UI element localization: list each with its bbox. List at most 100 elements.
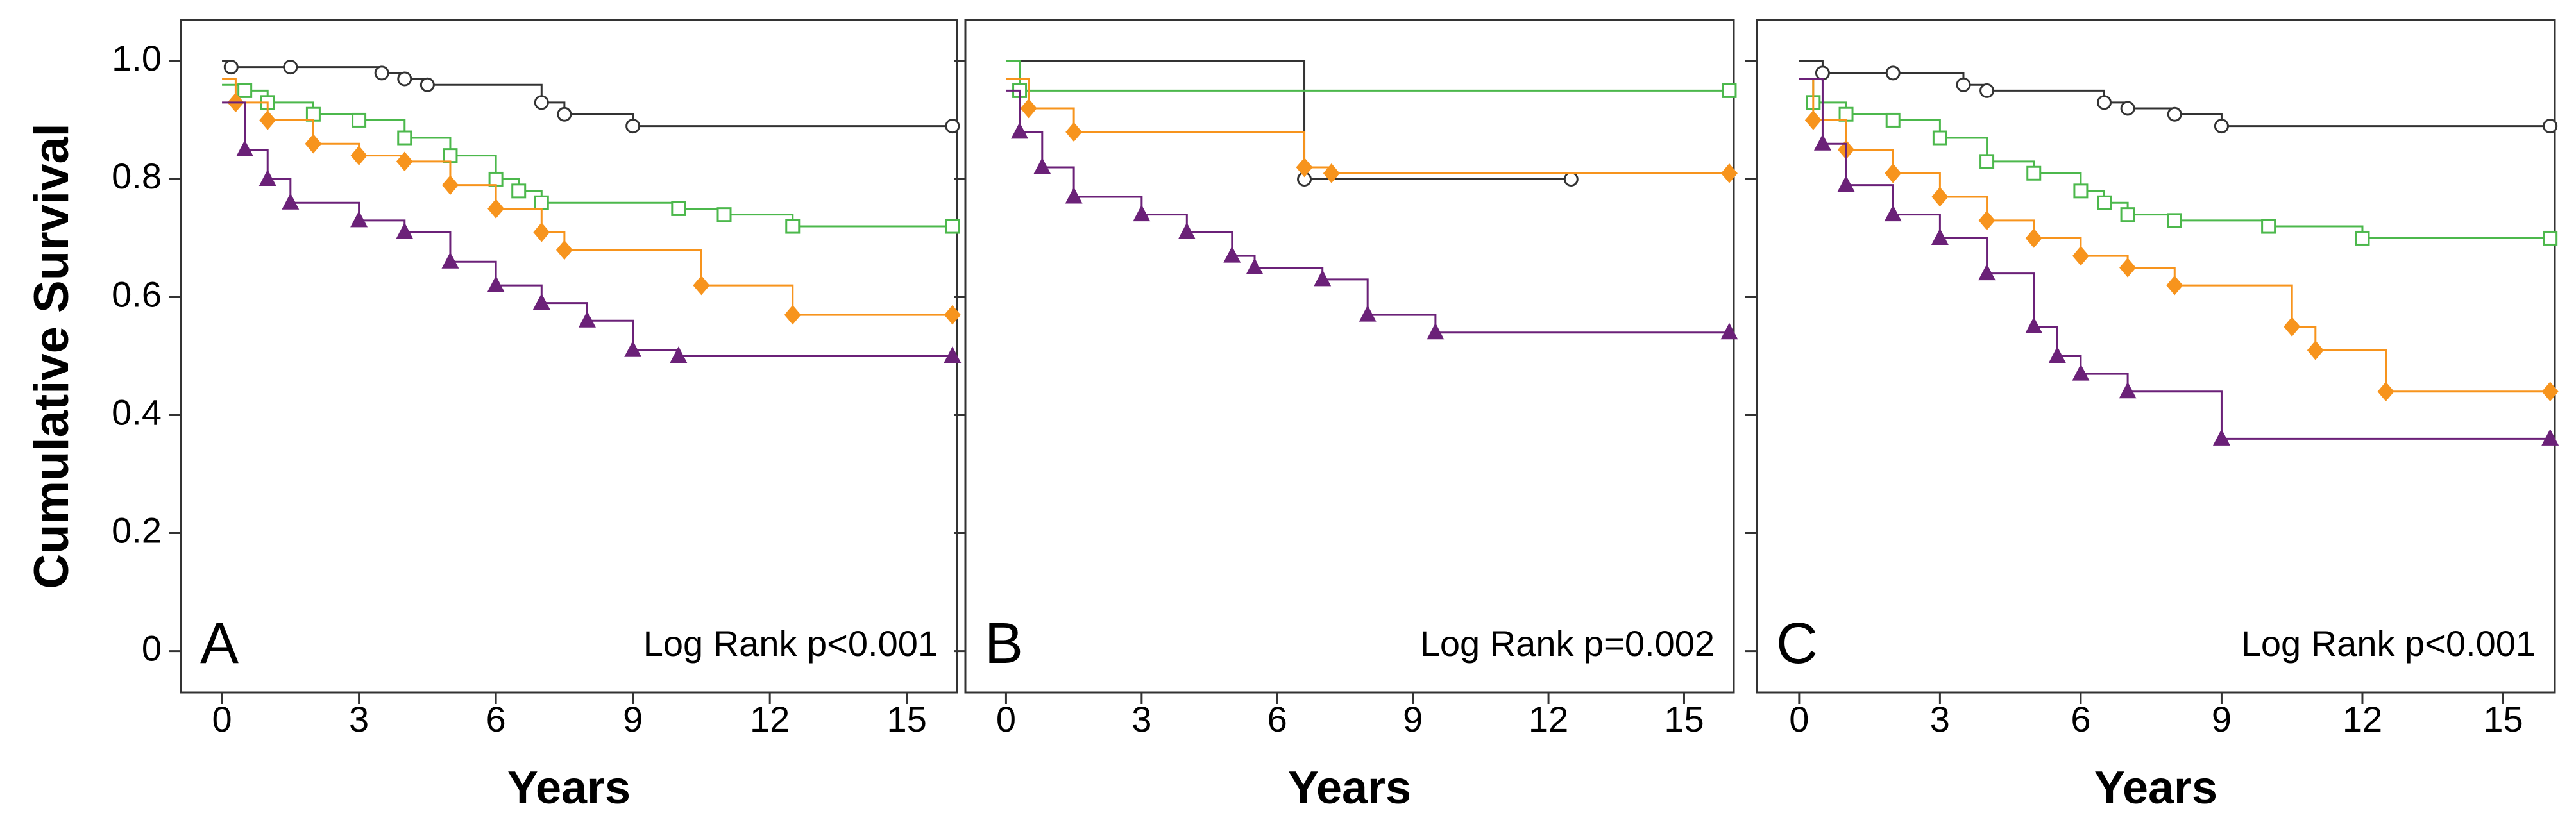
survival-curve bbox=[1799, 60, 2550, 128]
censor-marker bbox=[1323, 163, 1340, 183]
censor-marker bbox=[625, 119, 641, 134]
x-tick-label: 3 bbox=[1131, 699, 1151, 739]
x-tick-label: 0 bbox=[212, 699, 232, 739]
censor-marker bbox=[2355, 230, 2370, 246]
survival-curve bbox=[1006, 78, 1729, 174]
censor-marker bbox=[1065, 187, 1083, 204]
x-tick-label: 12 bbox=[1529, 699, 1568, 739]
survival-curve bbox=[1799, 78, 2550, 239]
censor-marker bbox=[2541, 381, 2559, 402]
panel-label: B bbox=[985, 612, 1023, 676]
censor-marker bbox=[223, 60, 239, 75]
censor-marker bbox=[1838, 106, 1854, 122]
survival-curve bbox=[222, 83, 953, 228]
x-axis-label: Years bbox=[507, 762, 631, 814]
censor-marker bbox=[1359, 305, 1377, 322]
censor-marker bbox=[555, 240, 573, 260]
censor-marker bbox=[397, 71, 412, 87]
x-tick-label: 6 bbox=[1267, 699, 1287, 739]
censor-marker bbox=[259, 110, 276, 130]
censor-marker bbox=[2097, 195, 2112, 210]
censor-marker bbox=[2048, 346, 2066, 363]
censor-marker bbox=[2119, 381, 2137, 399]
censor-marker bbox=[1978, 264, 1996, 281]
censor-marker bbox=[2120, 101, 2135, 116]
censor-marker bbox=[945, 219, 960, 234]
censor-marker bbox=[624, 340, 642, 357]
censor-marker bbox=[784, 305, 801, 325]
y-tick-label: 0.8 bbox=[112, 156, 162, 196]
censor-marker bbox=[305, 133, 322, 154]
censor-marker bbox=[1720, 163, 1738, 183]
censor-marker bbox=[716, 207, 732, 222]
censor-marker bbox=[670, 346, 688, 363]
censor-marker bbox=[1956, 77, 1971, 92]
censor-marker bbox=[944, 346, 962, 363]
censor-marker bbox=[487, 199, 505, 219]
censor-marker bbox=[1720, 322, 1738, 340]
censor-marker bbox=[2025, 228, 2042, 248]
censor-marker bbox=[2543, 119, 2558, 134]
censor-marker bbox=[237, 83, 253, 98]
censor-marker bbox=[1931, 187, 1949, 207]
survival-curve bbox=[1006, 60, 1572, 180]
annotation: Log Rank p<0.001 bbox=[2241, 623, 2536, 664]
censor-marker bbox=[2097, 95, 2112, 110]
x-tick-label: 15 bbox=[2483, 699, 2523, 739]
censor-marker bbox=[352, 112, 367, 128]
x-axis-label: Years bbox=[1288, 762, 1411, 814]
censor-marker bbox=[236, 140, 254, 156]
censor-marker bbox=[2212, 429, 2230, 446]
censor-marker bbox=[258, 169, 276, 186]
censor-marker bbox=[693, 275, 710, 296]
y-tick-label: 0 bbox=[142, 628, 162, 668]
x-tick-label: 6 bbox=[486, 699, 506, 739]
panel-label: C bbox=[1776, 612, 1818, 676]
x-tick-label: 12 bbox=[2343, 699, 2382, 739]
x-tick-label: 0 bbox=[996, 699, 1016, 739]
censor-marker bbox=[397, 130, 412, 146]
censor-marker bbox=[374, 65, 389, 81]
x-tick-label: 9 bbox=[2212, 699, 2232, 739]
y-tick-label: 0.6 bbox=[112, 274, 162, 314]
censor-marker bbox=[1885, 112, 1901, 128]
censor-marker bbox=[396, 222, 414, 239]
annotation: Log Rank p<0.001 bbox=[643, 623, 938, 664]
x-tick-label: 9 bbox=[623, 699, 643, 739]
censor-marker bbox=[1223, 246, 1241, 263]
censor-marker bbox=[1931, 228, 1949, 245]
censor-marker bbox=[1314, 269, 1332, 287]
censor-marker bbox=[350, 146, 368, 165]
censor-marker bbox=[533, 222, 550, 242]
censor-marker bbox=[1885, 163, 1902, 183]
censor-marker bbox=[283, 60, 298, 75]
censor-marker bbox=[419, 77, 435, 92]
censor-marker bbox=[2541, 429, 2559, 446]
censor-marker bbox=[1978, 210, 1996, 231]
survival-curve bbox=[222, 60, 953, 128]
censor-marker bbox=[945, 119, 960, 134]
x-tick-label: 6 bbox=[2071, 699, 2090, 739]
censor-marker bbox=[2167, 213, 2182, 228]
censor-marker bbox=[488, 171, 504, 187]
x-tick-label: 9 bbox=[1403, 699, 1423, 739]
censor-marker bbox=[2025, 317, 2043, 333]
censor-marker bbox=[2261, 219, 2276, 234]
censor-marker bbox=[557, 106, 572, 122]
censor-marker bbox=[1884, 205, 1902, 222]
censor-marker bbox=[282, 193, 300, 210]
censor-marker bbox=[1011, 122, 1029, 139]
censor-marker bbox=[1722, 83, 1737, 98]
panel-label: A bbox=[200, 612, 239, 676]
censor-marker bbox=[1246, 258, 1264, 274]
censor-marker bbox=[441, 175, 459, 195]
censor-marker bbox=[2120, 207, 2135, 222]
censor-marker bbox=[511, 183, 527, 199]
censor-marker bbox=[534, 195, 549, 210]
x-axis-label: Years bbox=[2094, 762, 2217, 814]
censor-marker bbox=[944, 305, 961, 325]
censor-marker bbox=[2214, 119, 2229, 134]
censor-marker bbox=[2167, 106, 2182, 122]
